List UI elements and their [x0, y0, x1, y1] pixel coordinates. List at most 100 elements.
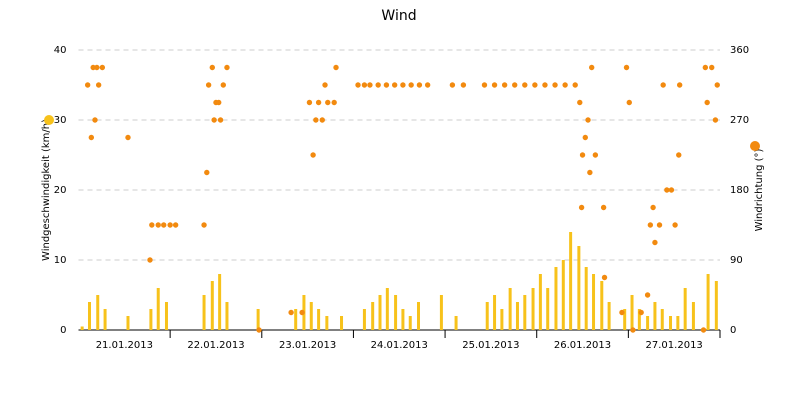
bar: [218, 274, 222, 330]
point: [702, 64, 709, 71]
point: [700, 327, 707, 333]
bar: [202, 295, 206, 330]
bar: [408, 316, 412, 330]
point: [205, 82, 212, 88]
point: [204, 169, 210, 176]
point: [522, 82, 528, 88]
point: [155, 222, 161, 228]
point: [542, 82, 548, 88]
bar: [210, 281, 214, 330]
point: [333, 64, 339, 71]
point: [600, 204, 607, 211]
x-tick-label: 22.01.2013: [187, 340, 244, 351]
point: [95, 82, 102, 88]
chart-title: Wind: [381, 8, 416, 24]
bar: [714, 281, 718, 330]
bar: [103, 309, 107, 330]
bar: [691, 302, 695, 330]
x-tick-label: 27.01.2013: [646, 340, 703, 351]
bar: [454, 316, 458, 330]
bar: [340, 316, 344, 330]
point: [313, 117, 319, 123]
point: [664, 187, 670, 193]
bar: [577, 246, 581, 330]
point: [656, 222, 663, 228]
y2-tick-label: 180: [730, 185, 749, 196]
bar: [317, 309, 321, 330]
point: [623, 64, 630, 71]
point: [201, 222, 207, 228]
bar: [256, 309, 260, 330]
point: [572, 82, 578, 88]
x-tick-label: 26.01.2013: [554, 340, 611, 351]
bar: [515, 302, 519, 330]
point: [310, 152, 316, 158]
point: [626, 99, 632, 106]
point: [211, 117, 217, 123]
y-tick-label: 20: [54, 185, 67, 196]
bar: [592, 274, 596, 330]
bar: [561, 260, 565, 330]
point: [619, 309, 625, 316]
point: [383, 82, 390, 88]
bar: [225, 302, 229, 330]
point: [512, 82, 518, 88]
y-tick-label: 40: [54, 45, 67, 56]
bar: [149, 309, 153, 330]
bar: [623, 309, 627, 330]
point: [322, 82, 328, 88]
bar: [569, 232, 573, 330]
point: [491, 82, 498, 88]
bar: [531, 288, 535, 330]
bar: [683, 288, 687, 330]
bar: [378, 295, 382, 330]
bar: [439, 295, 443, 330]
point: [676, 152, 682, 158]
point: [578, 204, 585, 211]
bar: [600, 281, 604, 330]
y-tick-label: 10: [54, 255, 67, 266]
bar: [676, 316, 680, 330]
point: [88, 134, 95, 141]
point: [217, 117, 224, 123]
point: [408, 82, 414, 88]
point: [224, 64, 230, 71]
point: [99, 64, 106, 71]
bar: [660, 309, 664, 330]
point: [579, 152, 586, 158]
bar: [669, 316, 673, 330]
bar: [325, 316, 329, 330]
bar: [706, 274, 710, 330]
point: [400, 82, 406, 88]
bar: [584, 267, 588, 330]
point: [481, 82, 488, 88]
point: [501, 82, 508, 88]
point: [161, 222, 167, 228]
bar: [126, 316, 130, 330]
bar: [309, 302, 313, 330]
point: [714, 82, 720, 88]
point: [460, 82, 467, 88]
point: [288, 309, 294, 316]
point: [172, 222, 179, 228]
bar: [653, 302, 657, 330]
bar: [637, 309, 641, 330]
point: [325, 99, 331, 106]
bar: [164, 302, 168, 330]
x-tick-label: 25.01.2013: [462, 340, 519, 351]
point: [587, 169, 593, 176]
point: [125, 134, 131, 141]
bar: [371, 302, 375, 330]
point: [94, 64, 100, 71]
point: [220, 82, 226, 88]
bar: [546, 288, 550, 330]
point: [149, 222, 155, 228]
bar: [385, 288, 389, 330]
point: [256, 327, 262, 333]
bar: [508, 288, 512, 330]
bar: [156, 288, 160, 330]
bar: [500, 309, 504, 330]
point: [592, 152, 599, 158]
x-tick-label: 24.01.2013: [371, 340, 428, 351]
x-tick-label: 23.01.2013: [279, 340, 336, 351]
